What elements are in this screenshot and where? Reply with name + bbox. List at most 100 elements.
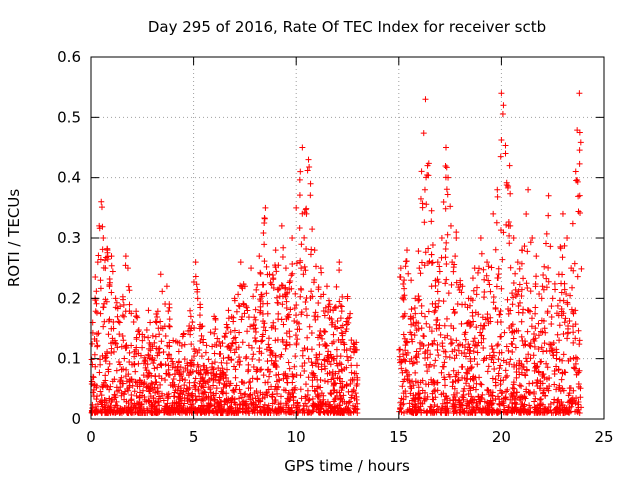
roti-point-cloud [137,352,144,359]
roti-point-cloud [566,390,573,397]
roti-point-cloud [468,393,475,400]
roti-point-cloud [433,325,440,332]
roti-point-cloud [156,331,163,338]
roti-point-cloud [464,370,471,377]
roti-point [305,156,312,163]
roti-point-cloud [543,360,550,367]
roti-point-cloud [538,344,545,351]
roti-point-cloud [413,327,420,334]
roti-point-cloud [239,379,246,386]
roti-point-cloud [247,391,254,398]
roti-point-cloud [561,319,568,326]
y-tick-label: 0.3 [57,229,81,247]
roti-point-cloud [201,378,208,385]
roti-point-cloud [187,307,194,314]
roti-point-cloud [181,382,188,389]
roti-point-cloud [522,408,529,415]
roti-point-cloud [578,265,585,272]
roti-point-cloud [123,404,130,411]
roti-point-cloud [220,370,227,377]
roti-point-cloud [128,396,135,403]
roti-point-cloud [244,328,251,335]
roti-point-cloud [189,319,196,326]
roti-point-cloud [498,333,505,340]
roti-point-cloud [557,388,564,395]
roti-point-cloud [531,398,538,405]
roti-point-cloud [536,396,543,403]
roti-point-cloud [110,318,117,325]
roti-point [477,235,484,241]
roti-point-cloud [196,346,203,353]
roti-point-cloud [497,153,504,160]
roti-point [564,235,571,241]
roti-point-cloud [576,160,583,167]
roti-point-cloud [294,402,301,409]
roti-point-cloud [574,273,581,280]
roti-point-cloud [141,407,148,414]
roti-point-cloud [495,356,502,363]
roti-point-cloud [412,398,419,405]
roti-point-cloud [189,390,196,397]
roti-point-cloud [333,389,340,396]
roti-point-cloud [117,384,124,391]
roti-point [159,325,166,332]
roti-point-cloud [502,396,509,403]
roti-point-cloud [499,110,506,117]
roti-point-cloud [530,352,537,359]
roti-point-cloud [535,346,542,353]
roti-point-cloud [541,325,548,332]
roti-point-cloud [120,380,127,387]
roti-point-cloud [402,347,409,354]
roti-point-cloud [544,310,551,317]
roti-point-cloud [243,353,250,360]
roti-point-cloud [347,310,354,317]
roti-point-cloud [490,299,497,306]
roti-point-cloud [428,207,435,214]
roti-point-cloud [217,343,224,350]
roti-point-cloud [103,354,110,361]
roti-point-cloud [306,396,313,403]
roti-point [500,102,507,109]
roti-point-cloud [449,403,456,410]
roti-point-cloud [442,280,449,287]
roti-point-cloud [425,342,432,349]
roti-point-cloud [149,381,156,388]
roti-point-cloud [199,374,206,381]
roti-point-cloud [556,405,563,412]
roti-point-cloud [509,321,516,328]
roti-point-cloud [552,406,559,413]
roti-point-cloud [316,351,323,358]
roti-point-cloud [546,348,553,355]
roti-point-cloud [192,397,199,404]
roti-point-cloud [421,262,428,269]
roti-point-cloud [104,350,111,357]
roti-point-cloud [191,407,198,414]
roti-point-cloud [419,377,426,384]
roti-point-cloud [512,399,519,406]
roti-point-cloud [509,301,516,308]
roti-point-cloud [194,286,201,293]
roti-point-cloud [551,381,558,388]
roti-point [192,259,199,266]
roti-point-cloud [244,408,251,415]
roti-point-cloud [293,341,300,348]
roti-point-cloud [486,281,493,288]
roti-point-cloud [311,313,318,320]
roti-point-cloud [442,407,449,414]
roti-point-cloud [453,409,460,416]
roti-point-cloud [249,401,256,408]
roti-point-cloud [429,408,436,415]
roti-point-cloud [236,361,243,368]
roti-point-cloud [339,367,346,374]
roti-point-cloud [239,339,246,346]
roti-point-cloud [126,349,133,356]
roti-point-cloud [123,344,130,351]
roti-point-cloud [478,409,485,416]
roti-point-cloud [514,291,521,298]
roti-point-cloud [521,243,528,250]
roti-point-cloud [337,408,344,415]
roti-point-cloud [325,354,332,361]
roti-point-cloud [400,378,407,385]
roti-point-cloud [479,391,486,398]
roti-point-cloud [273,372,280,379]
